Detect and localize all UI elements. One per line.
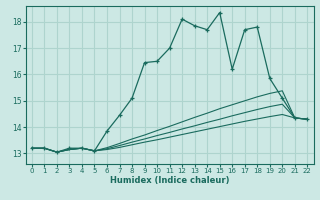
X-axis label: Humidex (Indice chaleur): Humidex (Indice chaleur) bbox=[110, 176, 229, 185]
